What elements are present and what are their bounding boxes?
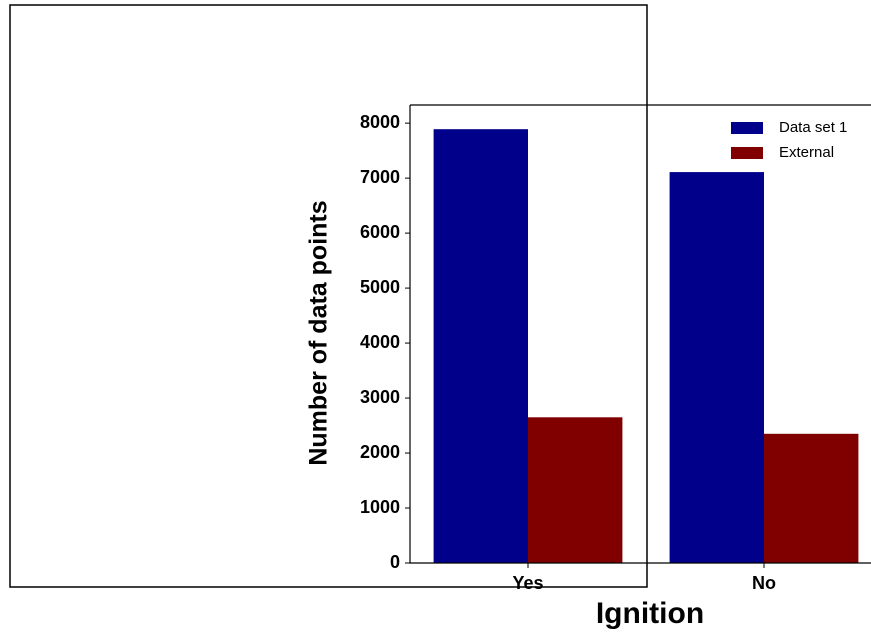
legend-swatch xyxy=(731,147,763,159)
y-tick-label: 0 xyxy=(390,552,400,572)
axis-spines xyxy=(409,104,871,564)
legend-label: Data set 1 xyxy=(779,119,847,136)
y-tick-label: 8000 xyxy=(360,112,400,132)
y-tick-label: 1000 xyxy=(360,497,400,517)
bar xyxy=(764,433,859,563)
y-tick-label: 2000 xyxy=(360,442,400,462)
bar xyxy=(528,417,623,563)
x-tick-label: No xyxy=(752,573,776,593)
bar xyxy=(433,129,528,563)
y-tick-label: 6000 xyxy=(360,222,400,242)
x-tick-label: Yes xyxy=(512,573,543,593)
y-tick-label: 5000 xyxy=(360,277,400,297)
bar xyxy=(669,172,764,563)
legend-swatch xyxy=(731,122,763,134)
y-tick-label: 7000 xyxy=(360,167,400,187)
y-tick-label: 3000 xyxy=(360,387,400,407)
x-axis-title: Ignition xyxy=(596,597,704,630)
y-axis-title: Number of data points xyxy=(305,200,333,465)
legend-label: External xyxy=(779,144,834,161)
frame xyxy=(9,4,648,588)
y-tick-label: 4000 xyxy=(360,332,400,352)
